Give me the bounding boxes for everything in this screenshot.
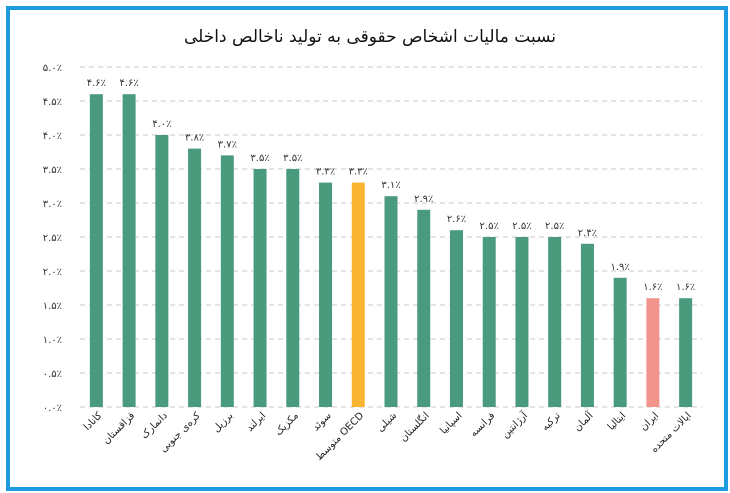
- x-tick-label: مکزیک: [273, 410, 301, 438]
- bar: [286, 169, 300, 407]
- bar: [613, 277, 627, 407]
- x-tick-label: قزاقستان: [101, 410, 137, 446]
- data-labels: ۴.۶٪ ۴.۶٪ ۴.۰٪ ۳.۸٪ ۳.۷٪ ۳.۵٪ ۳.۵٪ ۳.۳٪ ۳.۳٪ ۳.۱٪…: [87, 78, 696, 293]
- y-tick-label: ۱.۵٪: [43, 301, 62, 312]
- bar: [384, 196, 398, 407]
- data-label: ۴.۶٪: [87, 78, 106, 89]
- y-tick-label: ۲.۵٪: [43, 233, 62, 244]
- data-label: ۴.۶٪: [119, 78, 138, 89]
- bar: [220, 155, 234, 407]
- y-tick-label: ۴.۵٪: [43, 97, 62, 108]
- x-tick-label: آرژانتین: [498, 408, 530, 440]
- y-tick-label: ۲.۰٪: [43, 267, 62, 278]
- y-tick-label: ۳.۰٪: [43, 199, 62, 210]
- bar: [679, 298, 693, 407]
- x-tick-label: فرانسه: [468, 410, 497, 439]
- y-tick-label: ۴.۰٪: [43, 131, 62, 142]
- data-label: ۲.۵٪: [545, 221, 564, 232]
- x-tick-label: سوئد: [311, 410, 334, 433]
- x-tick-label: ایران: [638, 410, 661, 433]
- y-tick-label: ۳.۵٪: [43, 165, 62, 176]
- data-label: ۳.۷٪: [218, 139, 237, 150]
- y-tick-label: ۰.۵٪: [43, 369, 62, 380]
- bar: [253, 169, 267, 407]
- x-tick-label: آلمان: [571, 408, 597, 434]
- data-label: ۲.۴٪: [578, 228, 597, 239]
- chart-title: نسبت مالیات اشخاص حقوقی به تولید ناخالص …: [184, 27, 556, 47]
- x-tick-label: اسپانیا: [438, 410, 464, 436]
- x-tick-label: کانادا: [82, 410, 105, 433]
- data-label: ۲.۹٪: [414, 194, 433, 205]
- bar: [580, 243, 594, 407]
- data-label: ۳.۸٪: [185, 133, 204, 144]
- data-label: ۱.۶٪: [676, 282, 695, 293]
- x-tick-label: ایتالیا: [606, 410, 628, 432]
- x-tick-label: شیلی: [375, 410, 399, 434]
- bar: [515, 237, 529, 407]
- bar: [351, 182, 365, 407]
- x-tick-label: انگلستان: [397, 410, 431, 444]
- data-label: ۳.۵٪: [250, 153, 269, 164]
- y-tick-label: ۱.۰٪: [43, 335, 62, 346]
- data-label: ۴.۰٪: [152, 119, 171, 130]
- bar: [646, 298, 660, 407]
- bar: [548, 237, 562, 407]
- data-label: ۲.۶٪: [447, 214, 466, 225]
- bar: [449, 230, 463, 407]
- bar: [417, 209, 431, 407]
- y-tick-label: ۰.۰٪: [43, 403, 62, 414]
- bars: [89, 94, 693, 407]
- x-tick-label: دانمارک: [139, 410, 170, 441]
- y-axis-ticks: ۰.۰٪ ۰.۵٪ ۱.۰٪ ۱.۵٪ ۲.۰٪ ۲.۵٪ ۳.۰٪ ۳.۵٪ ۴.۰٪ ۴.۵٪…: [43, 63, 62, 414]
- data-label: ۲.۵٪: [512, 221, 531, 232]
- data-label: ۳.۳٪: [316, 167, 335, 178]
- x-tick-label: ایرلند: [245, 410, 269, 434]
- x-tick-label: ترکیه: [540, 410, 563, 433]
- bar: [188, 148, 202, 407]
- bar: [155, 135, 169, 407]
- data-label: ۳.۵٪: [283, 153, 302, 164]
- x-tick-label: برزیل: [211, 410, 235, 434]
- data-label: ۳.۱٪: [381, 180, 400, 191]
- data-label: ۱.۹٪: [611, 262, 630, 273]
- bar: [482, 237, 496, 407]
- data-label: ۱.۶٪: [643, 282, 662, 293]
- data-label: ۲.۵٪: [480, 221, 499, 232]
- bar: [319, 182, 333, 407]
- y-tick-label: ۵.۰٪: [43, 63, 62, 74]
- data-label: ۳.۳٪: [349, 167, 368, 178]
- bar: [89, 94, 103, 407]
- bar: [122, 94, 136, 407]
